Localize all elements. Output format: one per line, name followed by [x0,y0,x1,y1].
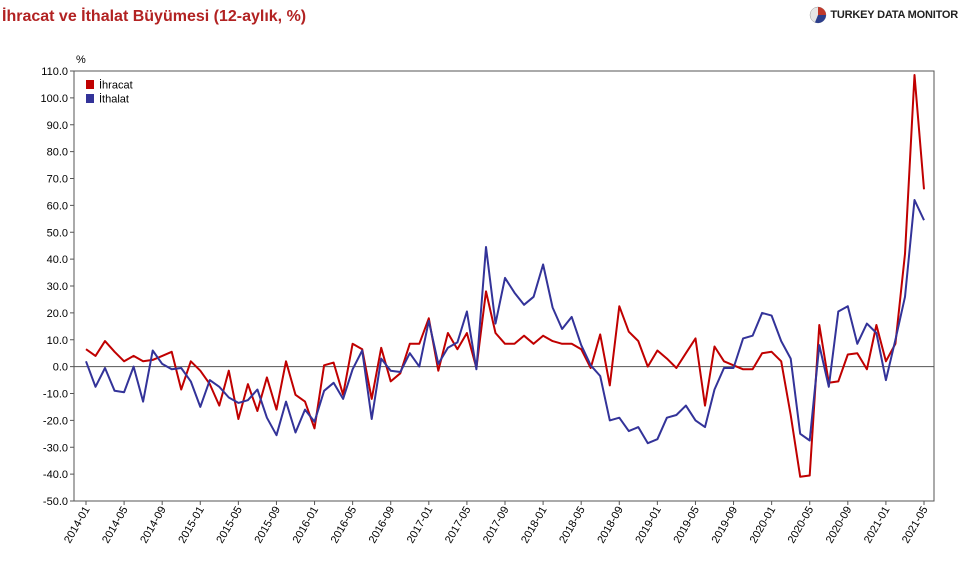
y-tick-label: 90.0 [47,120,68,132]
y-tick-label: 80.0 [47,147,68,159]
x-tick-label: 2019-05 [671,505,702,546]
y-tick-label: 70.0 [47,174,68,186]
brand: TURKEY DATA MONITOR [809,6,958,24]
x-tick-label: 2014-05 [100,505,131,546]
x-tick-label: 2020-09 [824,505,855,546]
x-tick-label: 2015-09 [252,505,283,546]
y-tick-label: 100.0 [40,93,68,105]
y-tick-label: 20.0 [47,308,68,320]
x-tick-label: 2014-09 [138,505,169,546]
legend-label: İthalat [99,93,129,106]
brand-name: TURKEY DATA MONITOR [830,9,958,21]
x-tick-label: 2016-01 [291,505,322,546]
y-tick-label: 40.0 [47,254,68,266]
x-tick-label: 2018-09 [595,505,626,546]
x-tick-label: 2021-01 [862,505,893,546]
y-tick-label: 30.0 [47,281,68,293]
x-tick-label: 2015-01 [176,505,207,546]
x-tick-label: 2021-05 [900,505,931,546]
logo-slice-red [818,7,827,15]
x-tick-label: 2017-01 [405,505,436,546]
x-tick-label: 2018-05 [557,505,588,546]
logo-slice-blue [815,15,827,23]
y-tick-label: 110.0 [41,66,68,78]
y-tick-label: -20.0 [43,415,68,427]
legend-swatch [86,94,94,103]
y-tick-label: -40.0 [43,469,68,481]
x-tick-label: 2019-09 [710,505,741,546]
y-axis: 110.0 100.0 90.0 80.0 70.0 60.0 50.0 40.0 30.0 20… [40,66,74,508]
x-tick-label: 2019-01 [633,505,664,546]
x-tick-label: 2017-09 [481,505,512,546]
x-tick-label: 2018-01 [519,505,550,546]
y-tick-label: 0.0 [53,362,68,374]
series-line-ithalat [85,199,925,445]
pie-chart-logo-icon [810,6,827,24]
x-tick-label: 2017-05 [443,505,474,546]
x-tick-label: 2014-01 [62,505,93,546]
legend-label: İhracat [99,79,133,92]
y-unit-label: % [76,54,86,66]
y-tick-label: -10.0 [43,389,68,401]
x-tick-label: 2015-05 [214,505,245,546]
y-tick-label: -50.0 [43,496,68,508]
y-tick-label: 60.0 [47,200,68,212]
legend-swatch [86,80,94,89]
y-tick-label: 10.0 [47,335,68,347]
x-tick-label: 2020-01 [748,505,779,546]
chart-title: İhracat ve İthalat Büyümesi (12-aylık, %… [2,8,307,25]
y-tick-label: -30.0 [43,442,68,454]
plot-area [73,70,935,502]
series-lines [85,74,925,478]
y-tick-label: 50.0 [47,227,68,239]
x-axis: 2014-01 2014-05 2014-09 2015-01 2015-05 2015-… [62,501,931,545]
x-tick-label: 2016-09 [367,505,398,546]
series-line-ihracat [85,74,925,478]
x-tick-label: 2016-05 [329,505,360,546]
x-tick-label: 2020-05 [786,505,817,546]
